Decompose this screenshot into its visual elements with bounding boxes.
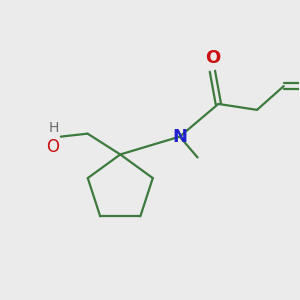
- Text: H: H: [49, 121, 59, 135]
- Text: N: N: [172, 128, 187, 146]
- Text: O: O: [46, 138, 59, 156]
- Text: O: O: [205, 49, 220, 67]
